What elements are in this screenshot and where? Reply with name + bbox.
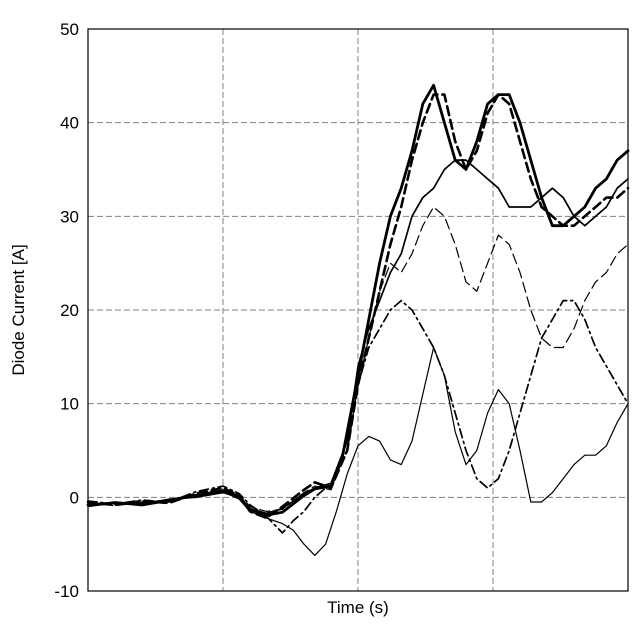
x-axis-label: Time (s) bbox=[327, 598, 389, 617]
y-tick-label: 50 bbox=[60, 20, 79, 39]
y-tick-label: 40 bbox=[60, 114, 79, 133]
y-tick-label: 0 bbox=[70, 488, 79, 507]
y-tick-label: 10 bbox=[60, 395, 79, 414]
y-tick-label: 30 bbox=[60, 207, 79, 226]
y-axis-label: Diode Current [A] bbox=[9, 244, 28, 375]
y-tick-label: 20 bbox=[60, 301, 79, 320]
y-tick-labels: -10 0 10 20 30 40 50 bbox=[54, 20, 79, 601]
y-tick-label: -10 bbox=[54, 582, 79, 601]
grid-layer bbox=[88, 29, 628, 591]
